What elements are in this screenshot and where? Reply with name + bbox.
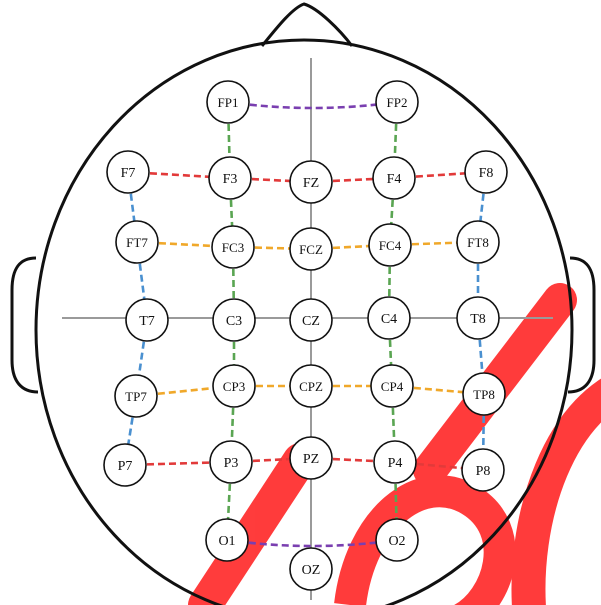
electrode-circle: [289, 227, 333, 271]
electrode-circle: [370, 364, 414, 408]
electrode-fp2: FP2: [375, 80, 419, 124]
electrode-label: FP2: [387, 95, 408, 110]
electrode-t7: T7: [125, 298, 169, 342]
electrode-circle: [289, 364, 333, 408]
connection-fp1-fp2: [227, 100, 398, 110]
electrode-cz: CZ: [289, 298, 333, 342]
electrode-label: FZ: [303, 176, 319, 191]
electrode-p7: P7: [103, 443, 147, 487]
electrode-oz: OZ: [289, 547, 333, 591]
electrode-fz: FZ: [289, 160, 333, 204]
electrode-label: OZ: [302, 563, 321, 578]
electrode-ft7: FT7: [115, 220, 159, 264]
electrode-circle: [106, 150, 150, 194]
electrode-cpz: CPZ: [289, 364, 333, 408]
electrode-label: F7: [121, 166, 136, 181]
electrode-label: C3: [226, 314, 242, 329]
electrode-circle: [208, 156, 252, 200]
electrode-circle: [372, 156, 416, 200]
electrode-label: F8: [479, 166, 494, 181]
electrode-circle: [368, 223, 412, 267]
electrode-circle: [375, 80, 419, 124]
electrode-circle: [464, 150, 508, 194]
electrode-label: P4: [388, 456, 403, 471]
nose-shape: [260, 2, 354, 47]
electrode-label: TP8: [473, 387, 495, 402]
electrode-label: FCZ: [299, 242, 323, 257]
electrode-circle: [289, 547, 333, 591]
electrode-f3: F3: [208, 156, 252, 200]
electrode-f4: F4: [372, 156, 416, 200]
head-outline: [10, 2, 596, 605]
electrode-p3: P3: [209, 440, 253, 484]
electrode-label: PZ: [303, 452, 319, 467]
electrodes: FP1 FP2 F7 F3 FZ F4 F8 FT7 FC3 FCZ FC4 FT8 T7 C3 CZ C4 T…: [103, 80, 508, 591]
electrode-label: T8: [470, 312, 486, 327]
electrode-label: FT7: [126, 235, 148, 250]
electrode-label: CP3: [223, 379, 245, 394]
electrode-ft8: FT8: [456, 220, 500, 264]
electrode-label: FC3: [222, 240, 244, 255]
electrode-label: F4: [387, 172, 402, 187]
electrode-fc4: FC4: [368, 223, 412, 267]
left-ear-shape: [10, 256, 39, 394]
electrode-c3: C3: [212, 298, 256, 342]
electrode-tp8: TP8: [462, 372, 506, 416]
electrode-c4: C4: [367, 296, 411, 340]
electrode-label: TP7: [125, 389, 147, 404]
electrode-p8: P8: [461, 448, 505, 492]
electrode-circle: [462, 372, 506, 416]
electrode-f7: F7: [106, 150, 150, 194]
electrode-circle: [375, 518, 419, 562]
electrode-label: CZ: [302, 314, 320, 329]
electrode-label: FC4: [379, 238, 402, 253]
electrode-label: CPZ: [299, 379, 323, 394]
electrode-circle: [289, 298, 333, 342]
electrode-fcz: FCZ: [289, 227, 333, 271]
electrode-cp3: CP3: [212, 364, 256, 408]
electrode-p4: P4: [373, 440, 417, 484]
electrode-circle: [212, 298, 256, 342]
electrode-fc3: FC3: [211, 225, 255, 269]
electrode-circle: [206, 80, 250, 124]
electrode-circle: [115, 220, 159, 264]
electrode-circle: [456, 296, 500, 340]
electrode-label: FT8: [467, 235, 489, 250]
electrode-o2: O2: [375, 518, 419, 562]
electrode-circle: [289, 436, 333, 480]
electrode-circle: [205, 518, 249, 562]
electrode-circle: [211, 225, 255, 269]
electrode-circle: [461, 448, 505, 492]
electrode-tp7: TP7: [114, 374, 158, 418]
right-ear-shape: [567, 256, 596, 394]
electrode-label: P8: [476, 464, 491, 479]
electrode-circle: [212, 364, 256, 408]
electrode-f8: F8: [464, 150, 508, 194]
electrode-circle: [209, 440, 253, 484]
electrode-circle: [103, 443, 147, 487]
electrode-cp4: CP4: [370, 364, 414, 408]
electrode-label: CP4: [381, 379, 404, 394]
electrode-circle: [114, 374, 158, 418]
electrode-fp1: FP1: [206, 80, 250, 124]
electrode-o1: O1: [205, 518, 249, 562]
electrode-t8: T8: [456, 296, 500, 340]
electrode-circle: [289, 160, 333, 204]
electrode-label: F3: [223, 172, 238, 187]
electrode-pz: PZ: [289, 436, 333, 480]
electrode-label: T7: [139, 314, 155, 329]
electrode-label: FP1: [218, 95, 239, 110]
electrode-label: O1: [218, 534, 235, 549]
electrode-circle: [373, 440, 417, 484]
electrode-circle: [125, 298, 169, 342]
electrode-label: P7: [118, 459, 133, 474]
electrode-label: O2: [388, 534, 405, 549]
electrode-circle: [367, 296, 411, 340]
electrode-circle: [456, 220, 500, 264]
head-shape: [34, 38, 574, 605]
electrode-label: C4: [381, 312, 397, 327]
electrode-label: P3: [224, 456, 239, 471]
